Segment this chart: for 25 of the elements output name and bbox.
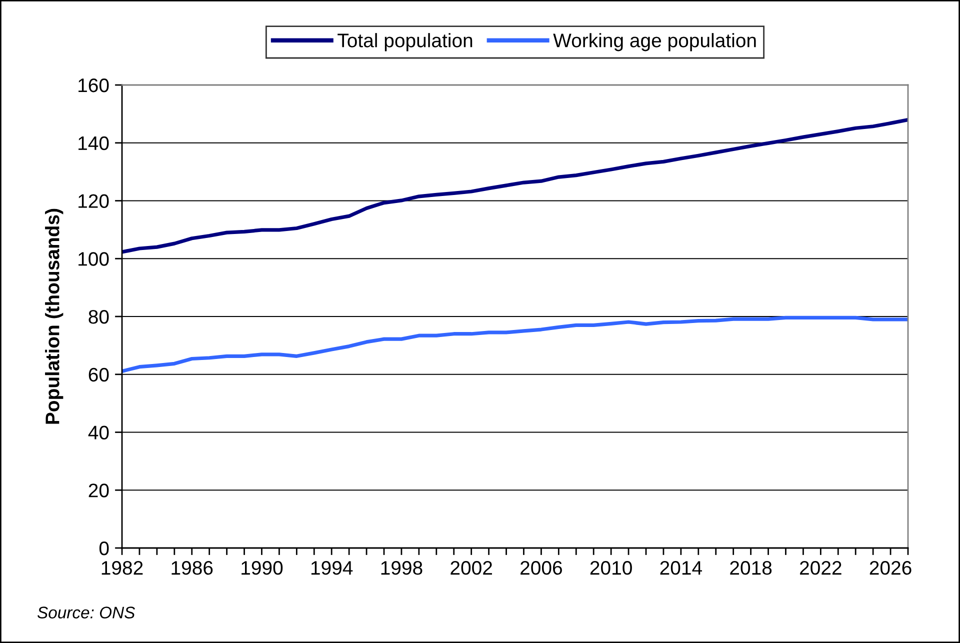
x-tick-label: 2002 (450, 561, 492, 575)
legend-label: Working age population (553, 33, 756, 52)
y-tick-label: 20 (88, 484, 109, 498)
x-tick-label: 2018 (730, 561, 772, 575)
y-tick-label: 40 (88, 426, 109, 440)
x-tick-label: 1990 (242, 561, 283, 575)
x-tick-label: 1982 (102, 561, 143, 575)
y-tick-label: 0 (99, 541, 109, 556)
x-tick-label: 1986 (172, 561, 213, 575)
y-tick-label: 100 (78, 252, 109, 266)
legend-label: Total population (338, 33, 472, 52)
y-tick-label: 160 (78, 78, 109, 92)
y-tick-label: 80 (88, 310, 109, 324)
y-tick-label: 140 (78, 136, 109, 150)
x-tick-label: 2022 (800, 561, 842, 575)
x-tick-label: 2014 (660, 561, 702, 575)
x-tick-label: 2026 (870, 561, 912, 575)
y-tick-label: 120 (78, 194, 109, 208)
x-tick-label: 1994 (311, 561, 353, 575)
x-tick-label: 1998 (381, 561, 422, 575)
y-axis-title: Population (thousands) (45, 208, 64, 424)
source-note: Source: ONS (37, 606, 136, 618)
x-tick-label: 2006 (520, 561, 562, 575)
x-tick-label: 2010 (590, 561, 632, 575)
y-tick-label: 60 (88, 368, 109, 382)
